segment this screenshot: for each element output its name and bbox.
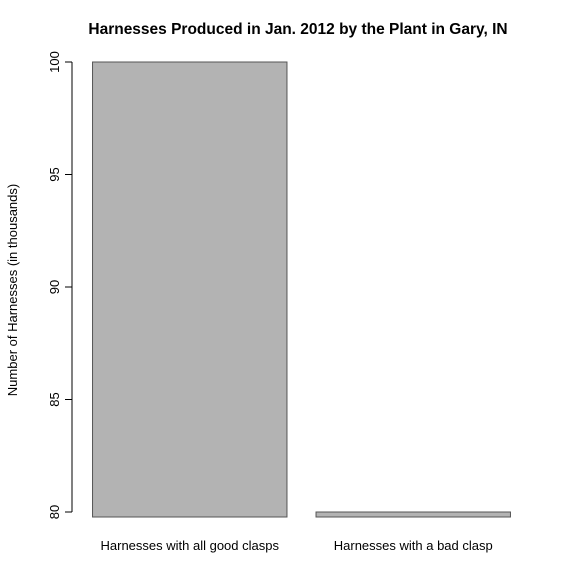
y-axis-label: Number of Harnesses (in thousands)	[5, 184, 20, 396]
bar	[315, 511, 511, 518]
x-axis-labels: Harnesses with all good clasps Harnesses …	[101, 538, 493, 553]
y-axis: 80 85 90 95 100	[47, 51, 73, 519]
y-tick-label: 90	[47, 280, 62, 294]
bar	[92, 61, 288, 518]
y-tick-label: 85	[47, 392, 62, 406]
chart-title: Harnesses Produced in Jan. 2012 by the P…	[88, 21, 507, 38]
y-tick-label: 80	[47, 505, 62, 519]
x-tick-label: Harnesses with all good clasps	[101, 538, 280, 553]
y-tick-label: 100	[47, 51, 62, 73]
y-tick-label: 95	[47, 167, 62, 181]
bars-group	[92, 61, 511, 518]
x-tick-label: Harnesses with a bad clasp	[334, 538, 493, 553]
